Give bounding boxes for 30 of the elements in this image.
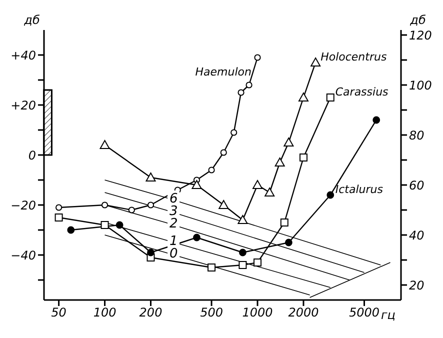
y-tick-label: −40	[10, 248, 36, 262]
y2-tick-label: 120	[409, 28, 432, 42]
x-tick-label: 1000	[242, 306, 274, 320]
y2-axis-title: дб	[409, 13, 426, 27]
x-tick-label: 100	[93, 306, 117, 320]
x-tick-label: 200	[139, 306, 163, 320]
y-tick-label: −20	[10, 198, 36, 212]
x-tick-label: 50	[51, 306, 67, 320]
y2-tick-label: 20	[409, 278, 425, 292]
series-label: Ictalurus	[335, 183, 384, 196]
series-label: 3	[170, 204, 178, 219]
x-tick-label: 500	[200, 306, 224, 320]
x-tick-label: 2000	[288, 306, 320, 320]
y2-tick-label: 40	[409, 228, 425, 242]
y-tick-label: 0	[28, 148, 36, 162]
series-label: 1	[170, 234, 178, 249]
series-label: 6	[170, 192, 178, 206]
y2-tick-label: 60	[409, 178, 425, 192]
x-axis-title: гц	[381, 308, 396, 322]
series-label: 0	[170, 246, 178, 262]
y-axis-title: дб	[23, 13, 40, 27]
series-label: 2	[170, 216, 178, 232]
series-label: Haemulon	[195, 66, 252, 78]
y-tick-label: +40	[10, 48, 36, 62]
series-label: Holocentrus	[320, 50, 387, 64]
y2-tick-label: 100	[409, 78, 432, 92]
series-label: Carassius	[335, 86, 389, 98]
y-tick-label: +20	[10, 98, 36, 112]
x-tick-label: 5000	[348, 306, 380, 320]
y2-tick-label: 80	[409, 128, 425, 142]
